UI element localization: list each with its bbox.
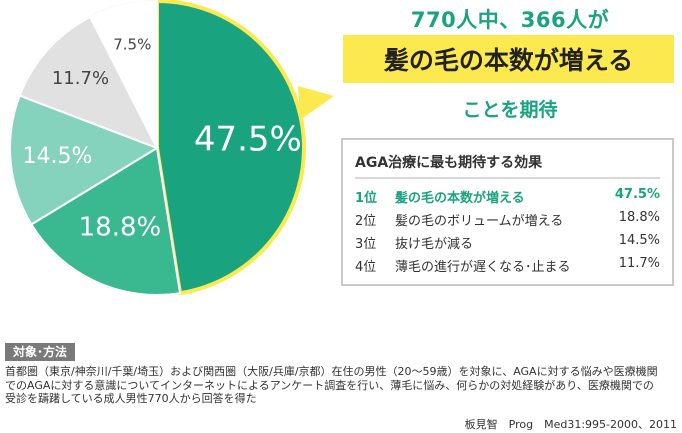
ranking-value: 47.5% — [614, 187, 660, 202]
ranking-row-1: 1位 髪の毛の本数が増える 47.5% — [355, 187, 660, 207]
method-tag: 対象･方法 — [5, 343, 76, 361]
pie-chart: 47.5% 18.8% 14.5% 11.7%7.5% — [9, 0, 334, 296]
callout-pointer — [298, 86, 334, 120]
ranking-label: 薄毛の進行が遅くなる･止まる — [395, 260, 571, 275]
pie-slice-label: 18.8% — [79, 213, 162, 243]
pie-slice — [30, 146, 182, 296]
method-text: 首都圏（東京/神奈川/千葉/埼玉）および関西圏（大阪/兵庫/京都）在住の男性（2… — [5, 365, 680, 406]
ranking-rank: 3位 — [355, 237, 377, 252]
ranking-title: AGA治療に最も期待する効果 — [355, 155, 543, 171]
ranking-value: 11.7% — [618, 256, 660, 271]
ranking-box: AGA治療に最も期待する効果 1位 髪の毛の本数が増える 47.5% 2位 髪の… — [341, 138, 674, 286]
pie-slice-label: 11.7% — [52, 68, 109, 89]
pie-slice — [9, 94, 160, 226]
pie-slice-label: 47.5% — [194, 119, 302, 159]
ranking-row-4: 4位 薄毛の進行が遅くなる･止まる 11.7% — [355, 256, 660, 276]
pie-slice-label: 7.5% — [113, 36, 151, 54]
ranking-row-2: 2位 髪の毛のボリュームが増える 18.8% — [355, 210, 660, 230]
ranking-label: 抜け毛が減る — [395, 237, 474, 252]
ranking-value: 18.8% — [618, 210, 660, 225]
citation: 板見智 Prog Med31:995-2000、2011 — [464, 418, 677, 431]
highlight-outline — [155, 0, 306, 296]
pie-slice — [88, 0, 158, 149]
pie-slice-label: 14.5% — [23, 144, 93, 169]
method-line: でのAGAに対する意識についてインターネットによるアンケート調査を行い、薄毛に悩… — [5, 378, 654, 392]
headline-suffix: ことを期待 — [462, 99, 558, 121]
method-line: 受診を躊躇している成人男性770人から回答を得た — [5, 392, 257, 405]
pie-slice — [18, 15, 160, 150]
method-line: 首都圏（東京/神奈川/千葉/埼玉）および関西圏（大阪/兵庫/京都）在住の男性（2… — [5, 365, 658, 378]
ranking-divider — [355, 177, 660, 179]
ranking-label: 髪の毛の本数が増える — [395, 191, 525, 206]
ranking-label: 髪の毛のボリュームが増える — [395, 214, 564, 229]
ranking-value: 14.5% — [618, 233, 660, 248]
ranking-rank: 1位 — [355, 191, 378, 206]
headline-highlight: 髪の毛の本数が増える — [343, 35, 674, 83]
ranking-rank: 4位 — [355, 260, 377, 275]
ranking-row-3: 3位 抜け毛が減る 14.5% — [355, 233, 660, 253]
ranking-rank: 2位 — [355, 214, 377, 229]
headline-count: 770人中、366人が — [410, 8, 610, 32]
